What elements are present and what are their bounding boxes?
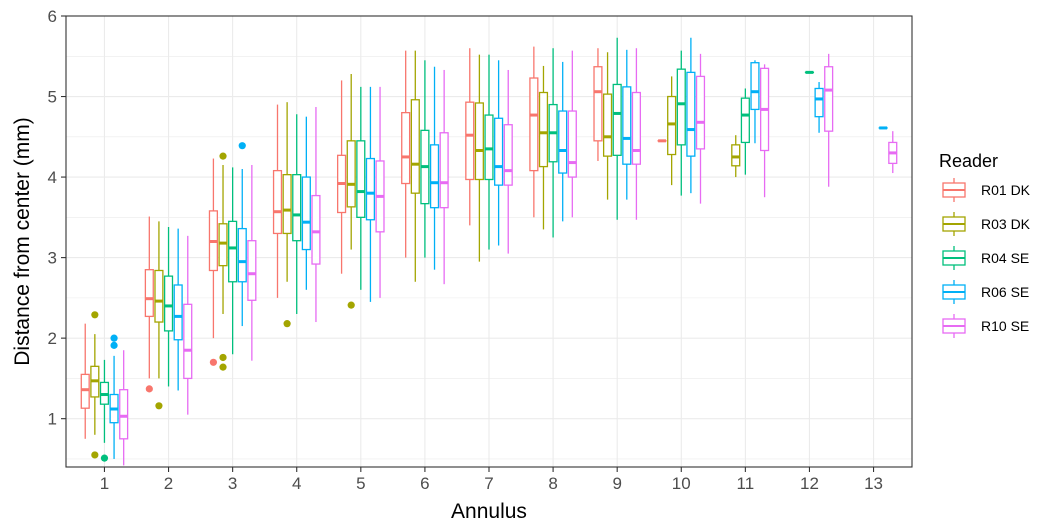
box-iqr: [732, 145, 740, 166]
outlier-point: [219, 153, 226, 160]
x-tick-label: 3: [228, 474, 237, 493]
box-iqr: [495, 118, 503, 185]
box-iqr: [302, 177, 310, 249]
x-tick-label: 5: [356, 474, 365, 493]
box-iqr: [165, 276, 173, 331]
outlier-point: [219, 364, 226, 371]
box-iqr: [504, 125, 512, 185]
box-iqr: [347, 141, 355, 207]
x-tick-label: 4: [292, 474, 301, 493]
outlier-point: [91, 451, 98, 458]
outlier-point: [110, 342, 117, 349]
box-iqr: [568, 111, 576, 177]
outlier-point: [239, 142, 246, 149]
box-iqr: [120, 390, 128, 439]
outlier-point: [146, 385, 153, 392]
legend-label: R06 SE: [981, 284, 1029, 300]
box-iqr: [293, 175, 301, 241]
x-axis-title: Annulus: [451, 500, 527, 523]
y-tick-label: 2: [48, 329, 57, 348]
box-iqr: [402, 113, 410, 184]
outlier-point: [110, 335, 117, 342]
x-tick-label: 8: [548, 474, 557, 493]
box-iqr: [594, 67, 602, 141]
y-tick-label: 6: [48, 7, 57, 26]
legend-label: R03 DK: [981, 216, 1031, 232]
box-iqr: [751, 63, 759, 110]
box-iqr: [238, 229, 246, 282]
outlier-point: [155, 402, 162, 409]
box-iqr: [155, 270, 163, 322]
x-tick-label: 7: [484, 474, 493, 493]
y-tick-label: 4: [48, 168, 57, 187]
y-tick-label: 3: [48, 249, 57, 268]
box-iqr: [466, 102, 474, 179]
box-iqr: [145, 270, 153, 317]
box-iqr: [357, 141, 365, 218]
box-iqr: [623, 87, 631, 164]
box-iqr: [604, 94, 612, 156]
box-iqr: [229, 221, 237, 281]
x-tick-label: 12: [800, 474, 819, 493]
box-iqr: [815, 88, 823, 116]
x-tick-label: 10: [672, 474, 691, 493]
x-tick-label: 13: [864, 474, 883, 493]
box-iqr: [411, 100, 419, 193]
box-iqr: [632, 93, 640, 165]
box-iqr: [741, 98, 749, 142]
x-tick-label: 2: [164, 474, 173, 493]
box-iqr: [312, 196, 320, 264]
box-iqr: [540, 93, 548, 167]
box-iqr: [274, 171, 282, 234]
x-tick-label: 11: [737, 474, 755, 493]
box-iqr: [475, 103, 483, 180]
y-axis-title: Distance from center (mm): [11, 117, 34, 366]
box-iqr: [559, 111, 567, 173]
legend-label: R01 DK: [981, 182, 1031, 198]
box-iqr: [668, 97, 676, 155]
x-tick-label: 9: [612, 474, 621, 493]
box-iqr: [219, 224, 227, 266]
y-tick-label: 1: [48, 410, 57, 429]
outlier-point: [284, 320, 291, 327]
y-tick-label: 5: [48, 88, 57, 107]
outlier-point: [91, 311, 98, 318]
x-tick-label: 6: [420, 474, 429, 493]
legend-label: R04 SE: [981, 250, 1029, 266]
box-iqr: [687, 72, 695, 156]
x-tick-label: 1: [100, 474, 109, 493]
box-iqr: [613, 84, 621, 155]
box-iqr: [81, 374, 89, 408]
outlier-point: [348, 302, 355, 309]
outlier-point: [101, 455, 108, 462]
box-iqr: [697, 76, 705, 148]
box-iqr: [485, 115, 493, 179]
box-iqr: [825, 67, 833, 131]
box-iqr: [184, 304, 192, 378]
box-iqr: [440, 133, 448, 208]
outlier-point: [210, 359, 217, 366]
outlier-point: [219, 354, 226, 361]
box-iqr: [248, 241, 256, 301]
legend-label: R10 SE: [981, 318, 1029, 334]
box-iqr: [283, 175, 291, 234]
legend-title: Reader: [939, 151, 998, 171]
box-iqr: [431, 145, 439, 208]
box-iqr: [530, 78, 538, 171]
box-iqr: [366, 159, 374, 220]
box-iqr: [677, 69, 685, 145]
box-iqr: [174, 285, 182, 340]
